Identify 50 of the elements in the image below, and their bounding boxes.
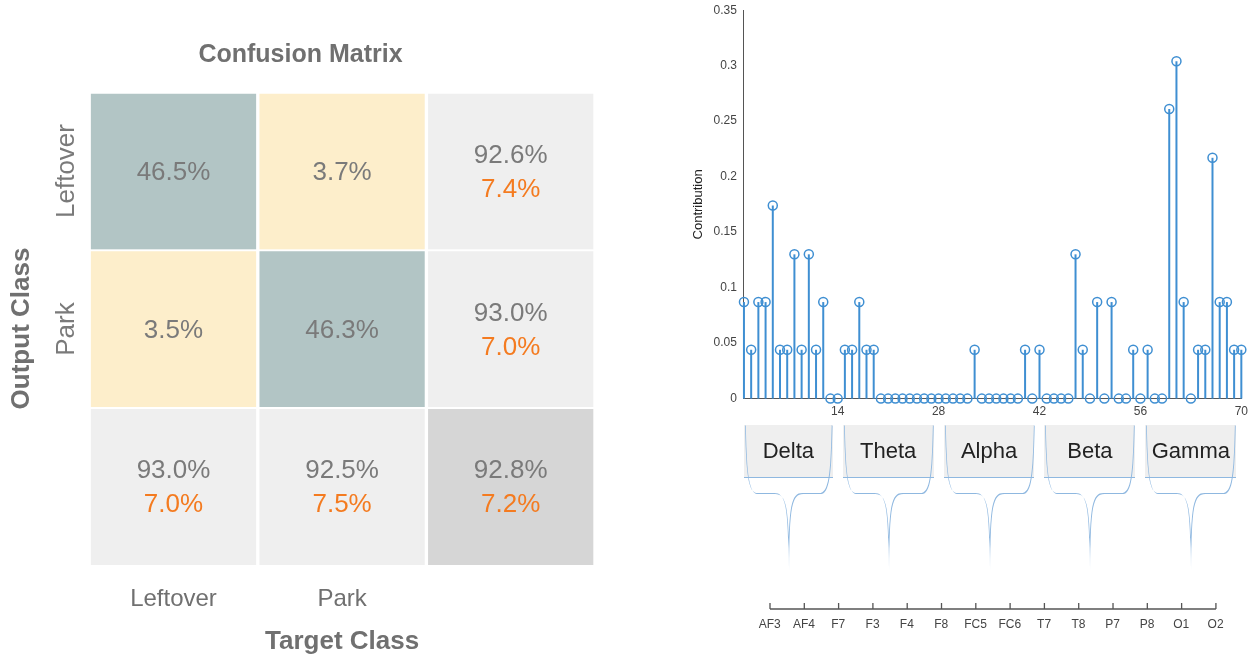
text: F3 (865, 616, 880, 631)
text: AF4 (792, 616, 815, 631)
x-tick-label: 70 (1234, 404, 1249, 419)
text: T7 (1037, 616, 1052, 631)
annotation: 7.0% (143, 487, 204, 521)
data-label: 3.5% (143, 312, 204, 346)
x-tick-label: 42 (1032, 404, 1047, 419)
text: FC5 (964, 616, 987, 631)
data-label: 46.3% (305, 312, 379, 346)
text: O2 (1207, 616, 1224, 631)
y-tick-label: 0 (730, 390, 738, 405)
y-axis-title: Output Class (4, 247, 35, 410)
y-tick-label: 0.2 (720, 168, 738, 183)
annotation: 7.2% (481, 487, 541, 521)
data-label: 92.8% (473, 453, 548, 487)
y-tick-label: 0.35 (713, 2, 738, 17)
text: FC6 (998, 616, 1022, 631)
text: Gamma (1145, 424, 1237, 478)
data-label: 3.7% (312, 154, 372, 188)
text: Beta (1044, 424, 1136, 478)
x-axis-title: Target Class (265, 624, 420, 655)
x-tick-label: 28 (931, 404, 946, 419)
text: Delta (743, 424, 833, 478)
y-tick-label: 0.15 (713, 224, 738, 239)
text: F7 (831, 616, 846, 631)
annotation: 7.0% (481, 329, 541, 363)
text: F4 (899, 616, 914, 631)
text: T8 (1071, 616, 1086, 631)
data-label: 46.5% (136, 154, 211, 188)
text: Theta (842, 424, 934, 478)
y-tick-label: 0.3 (720, 58, 738, 72)
y-tick-label: 0.1 (720, 279, 738, 294)
text: O1 (1173, 616, 1190, 631)
x-tick-label: 14 (830, 404, 845, 419)
text: P7 (1105, 616, 1121, 631)
data-label: 92.6% (473, 137, 548, 171)
text: AF3 (758, 616, 781, 631)
chart-title: Confusion Matrix (198, 38, 403, 67)
data-label: 92.5% (305, 453, 379, 487)
x-tick-label: 56 (1133, 404, 1148, 419)
annotation: 7.5% (312, 487, 372, 521)
y-axis-title: Contribution (690, 169, 706, 240)
y-tick-label: 0.25 (713, 113, 738, 128)
data-label: 93.0% (473, 295, 548, 329)
y-tick-label: 0.05 (713, 335, 738, 350)
data-label: 93.0% (136, 453, 211, 487)
text: Alpha (943, 424, 1035, 478)
text: F8 (934, 616, 949, 631)
annotation: 7.4% (481, 171, 541, 205)
text: P8 (1139, 616, 1155, 631)
